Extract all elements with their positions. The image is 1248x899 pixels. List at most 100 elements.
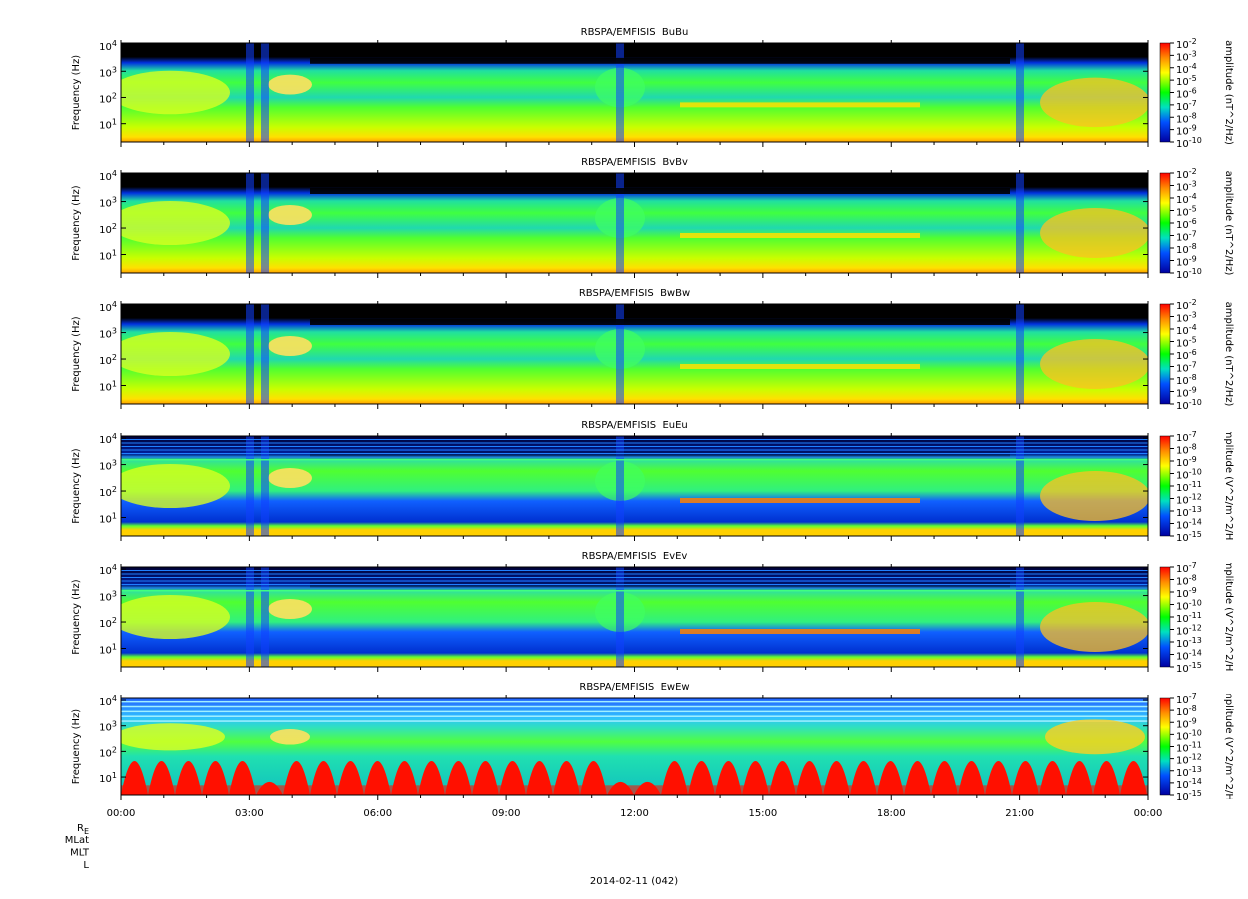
colorbar-tick-label-exp: -9: [1189, 385, 1197, 394]
colorbar-tick-label-exp: -5: [1189, 74, 1197, 83]
colorbar-tick-label-base: 10: [1176, 589, 1189, 600]
colorbar-tick-label-exp: -9: [1189, 716, 1197, 725]
colorbar-tick-label-base: 10: [1176, 664, 1189, 675]
spectral-feature: [121, 446, 1148, 447]
y-tick-label-exp: 2: [112, 91, 117, 100]
ephemeris-label-sub: E: [84, 827, 89, 836]
panel-title: RBSPA/EMFISIS BvBv: [581, 157, 688, 168]
y-tick-label-exp: 1: [112, 379, 117, 388]
y-tick-label-base: 10: [99, 435, 112, 446]
spectral-feature: [680, 233, 920, 238]
colorbar-tick-label-exp: -10: [1189, 398, 1202, 407]
spectral-feature: [121, 573, 1148, 575]
colorbar-tick-label-exp: -12: [1189, 492, 1202, 501]
colorbar-tick-label-base: 10: [1176, 744, 1189, 755]
y-tick-label-base: 10: [99, 593, 112, 604]
spectral-feature: [121, 464, 230, 508]
colorbar-tick-label: 10-12: [1176, 752, 1202, 767]
spectral-feature: [121, 577, 1148, 578]
colorbar-tick-label: 10-7: [1176, 430, 1197, 445]
x-tick-label: 21:00: [1005, 808, 1034, 819]
colorbar-tick-label-base: 10: [1176, 114, 1189, 125]
y-tick-label-exp: 4: [112, 39, 117, 48]
colorbar-tick-label-exp: -8: [1189, 242, 1197, 251]
colorbar-tick-label-exp: -11: [1189, 740, 1202, 749]
y-tick-label-base: 10: [99, 356, 112, 367]
spectral-feature: [680, 629, 920, 634]
y-tick-label-exp: 4: [112, 169, 117, 178]
colorbar-tick-label-exp: -8: [1189, 704, 1197, 713]
y-tick-label-exp: 1: [112, 117, 117, 126]
colorbar-tick-label: 10-12: [1176, 623, 1202, 638]
spectral-feature: [1016, 436, 1024, 536]
y-tick-label-exp: 2: [112, 745, 117, 754]
plot-area: [121, 173, 1148, 273]
colorbar-tick-label-base: 10: [1176, 314, 1189, 325]
y-tick-label: 101: [99, 642, 117, 657]
y-tick-label: 104: [99, 563, 117, 578]
y-tick-label-exp: 2: [112, 616, 117, 625]
y-axis-label: Frequency (Hz): [71, 448, 82, 524]
y-tick-label-base: 10: [99, 774, 112, 785]
x-tick-label: 18:00: [877, 808, 906, 819]
y-tick-label-exp: 3: [112, 195, 117, 204]
y-tick-label-base: 10: [99, 121, 112, 132]
colorbar-tick-label: 10-6: [1176, 86, 1197, 101]
colorbar-tick-label-exp: -7: [1189, 229, 1197, 238]
y-tick-label-exp: 2: [112, 353, 117, 362]
colorbar-tick-label-base: 10: [1176, 326, 1189, 337]
x-tick-label: 00:00: [107, 808, 136, 819]
panel-title: RBSPA/EMFISIS EvEv: [582, 551, 688, 562]
x-tick-label: 03:00: [235, 808, 264, 819]
spectral-feature: [268, 599, 312, 619]
y-tick-label: 101: [99, 771, 117, 786]
colorbar-tick-label-exp: -6: [1189, 86, 1197, 95]
colorbar-tick-label: 10-10: [1176, 267, 1202, 282]
colorbar-tick-label-base: 10: [1176, 90, 1189, 101]
y-tick-label-exp: 1: [112, 511, 117, 520]
colorbar-tick-label: 10-9: [1176, 254, 1197, 269]
y-tick-label-base: 10: [99, 488, 112, 499]
panel-title: RBSPA/EMFISIS EwEw: [579, 682, 689, 693]
ephemeris-label: L: [83, 860, 89, 871]
colorbar-tick-label: 10-9: [1176, 586, 1197, 601]
colorbar-tick-label-exp: -7: [1189, 692, 1197, 701]
spectral-feature: [121, 584, 1148, 585]
x-tick-label: 15:00: [748, 808, 777, 819]
y-axis-label: Frequency (Hz): [71, 579, 82, 655]
colorbar-tick-label: 10-7: [1176, 692, 1197, 707]
colorbar-tick-label: 10-3: [1176, 179, 1197, 194]
colorbar: [1159, 435, 1171, 537]
colorbar-tick-label-base: 10: [1176, 183, 1189, 194]
y-tick-label: 103: [99, 589, 117, 604]
spectral-feature: [616, 43, 624, 142]
colorbar: [1159, 172, 1171, 274]
y-tick-label-base: 10: [99, 172, 112, 183]
y-tick-label-base: 10: [99, 645, 112, 656]
spectral-feature: [268, 74, 312, 95]
y-tick-label-base: 10: [99, 566, 112, 577]
y-axis-label: Frequency (Hz): [71, 185, 82, 261]
colorbar-tick-label-base: 10: [1176, 496, 1189, 507]
colorbar-tick-label-exp: -5: [1189, 204, 1197, 213]
spectral-feature: [1045, 719, 1145, 755]
y-tick-label-exp: 3: [112, 589, 117, 598]
panel-title: RBSPA/EMFISIS EuEu: [581, 420, 688, 431]
colorbar-tick-label-base: 10: [1176, 433, 1189, 444]
colorbar-tick-label: 10-8: [1176, 704, 1197, 719]
colorbar-tick-label: 10-6: [1176, 217, 1197, 232]
colorbar-tick-label-base: 10: [1176, 508, 1189, 519]
y-tick-label-base: 10: [99, 94, 112, 105]
colorbar-tick-label-exp: -5: [1189, 335, 1197, 344]
colorbar-tick-label-exp: -11: [1189, 611, 1202, 620]
colorbar-tick-label: 10-11: [1176, 480, 1202, 495]
y-tick-label: 104: [99, 300, 117, 315]
colorbar-tick-label: 10-8: [1176, 111, 1197, 126]
y-tick-label-exp: 2: [112, 485, 117, 494]
spectral-feature: [121, 570, 1148, 571]
colorbar-tick-label-base: 10: [1176, 564, 1189, 575]
spectral-feature: [268, 468, 312, 488]
colorbar-tick-label: 10-10: [1176, 398, 1202, 413]
colorbar-tick-label-exp: -13: [1189, 764, 1202, 773]
colorbar-tick-label-base: 10: [1176, 446, 1189, 457]
